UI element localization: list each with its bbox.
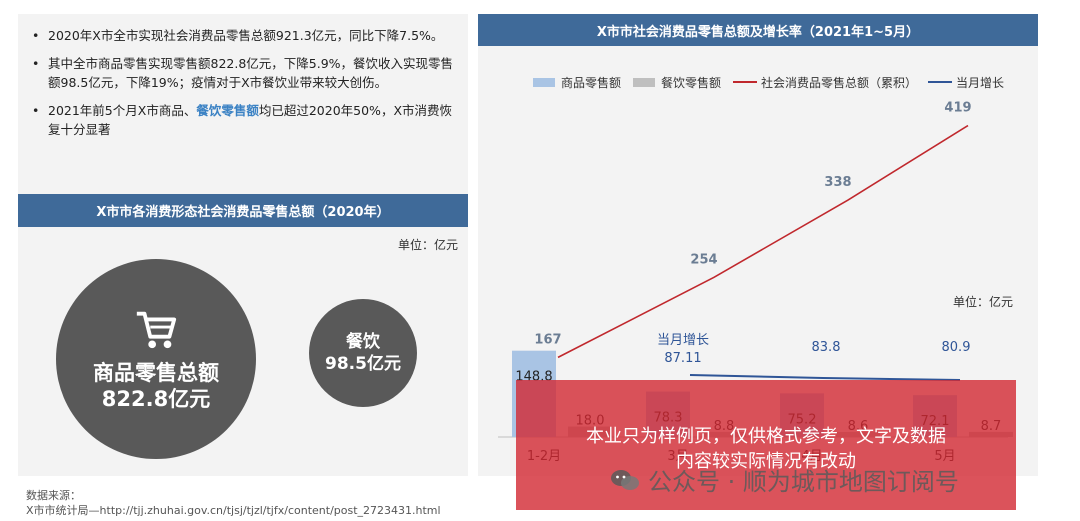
- legend-label: 商品零售额: [561, 75, 621, 90]
- line-data-label: 254: [690, 252, 717, 267]
- bullet-item: 其中全市商品零售实现零售额822.8亿元，下降5.9%，餐饮收入实现零售额98.…: [30, 54, 460, 92]
- legend-swatch: [633, 78, 655, 87]
- circle-value: 98.5亿元: [325, 354, 401, 374]
- notice-line: 本业只为样例页，仅供格式参考，文字及数据: [586, 426, 946, 447]
- data-source: 数据来源： X市市统计局—http://tjj.zhuhai.gov.cn/tj…: [26, 488, 441, 518]
- unit-label: 单位：亿元: [953, 294, 1013, 309]
- growth-annotation: 当月增长: [657, 333, 709, 348]
- bullet-item: 2021年前5个月X市商品、餐饮零售额均已超过2020年50%，X市消费恢复十分…: [30, 101, 460, 139]
- retail-total-circle: 商品零售总额 822.8亿元: [56, 259, 256, 459]
- line-cumulative-total: [557, 124, 969, 359]
- unit-label: 单位：亿元: [397, 238, 458, 252]
- sample-notice-overlay: 本业只为样例页，仅供格式参考，文字及数据 内容较实际情况有改动: [516, 380, 1016, 510]
- left-panel: 2020年X市全市实现社会消费品零售总额921.3亿元，同比下降7.5%。 其中…: [18, 14, 468, 476]
- bullet-text: 2021年前5个月X市商品、: [48, 103, 197, 118]
- line-data-label: 80.9: [942, 340, 971, 355]
- legend-swatch: [533, 78, 555, 87]
- line-data-label: 338: [824, 175, 851, 190]
- bullet-item: 2020年X市全市实现社会消费品零售总额921.3亿元，同比下降7.5%。: [30, 26, 460, 45]
- legend-label: 社会消费品零售总额（累积）: [761, 75, 917, 90]
- consumption-section-header: X市市各消费形态社会消费品零售总额（2020年）: [18, 194, 468, 227]
- catering-circle: 餐饮 98.5亿元: [309, 299, 417, 407]
- shopping-cart-icon: [136, 311, 177, 349]
- watermark: 公众号 · 顺为城市地图订阅号: [610, 462, 959, 497]
- line-monthly-growth: [689, 374, 961, 381]
- highlighted-text: 餐饮零售额: [196, 103, 259, 118]
- circle-value: 822.8亿元: [101, 387, 211, 411]
- source-label: 数据来源：: [26, 489, 81, 502]
- line-data-label: 419: [944, 101, 971, 116]
- summary-bullets: 2020年X市全市实现社会消费品零售总额921.3亿元，同比下降7.5%。 其中…: [30, 26, 460, 148]
- legend-label: 当月增长: [956, 76, 1004, 90]
- watermark-text: 公众号 · 顺为城市地图订阅号: [648, 468, 959, 496]
- line-data-label: 167: [534, 332, 561, 347]
- circle-label: 餐饮: [346, 332, 380, 352]
- legend-label: 餐饮零售额: [661, 75, 721, 90]
- notice-line: 内容较实际情况有改动: [676, 451, 856, 472]
- line-data-label: 83.8: [812, 340, 841, 355]
- source-url: X市市统计局—http://tjj.zhuhai.gov.cn/tjsj/tjz…: [26, 504, 441, 517]
- circle-label: 商品零售总额: [93, 361, 219, 385]
- line-data-label: 87.11: [664, 351, 701, 366]
- wechat-icon: [611, 469, 639, 490]
- chart-title: X市市社会消费品零售总额及增长率（2021年1~5月）: [478, 14, 1038, 46]
- bullet-text: 均已超过2020年50%，X市消费恢复十分显著: [48, 103, 453, 137]
